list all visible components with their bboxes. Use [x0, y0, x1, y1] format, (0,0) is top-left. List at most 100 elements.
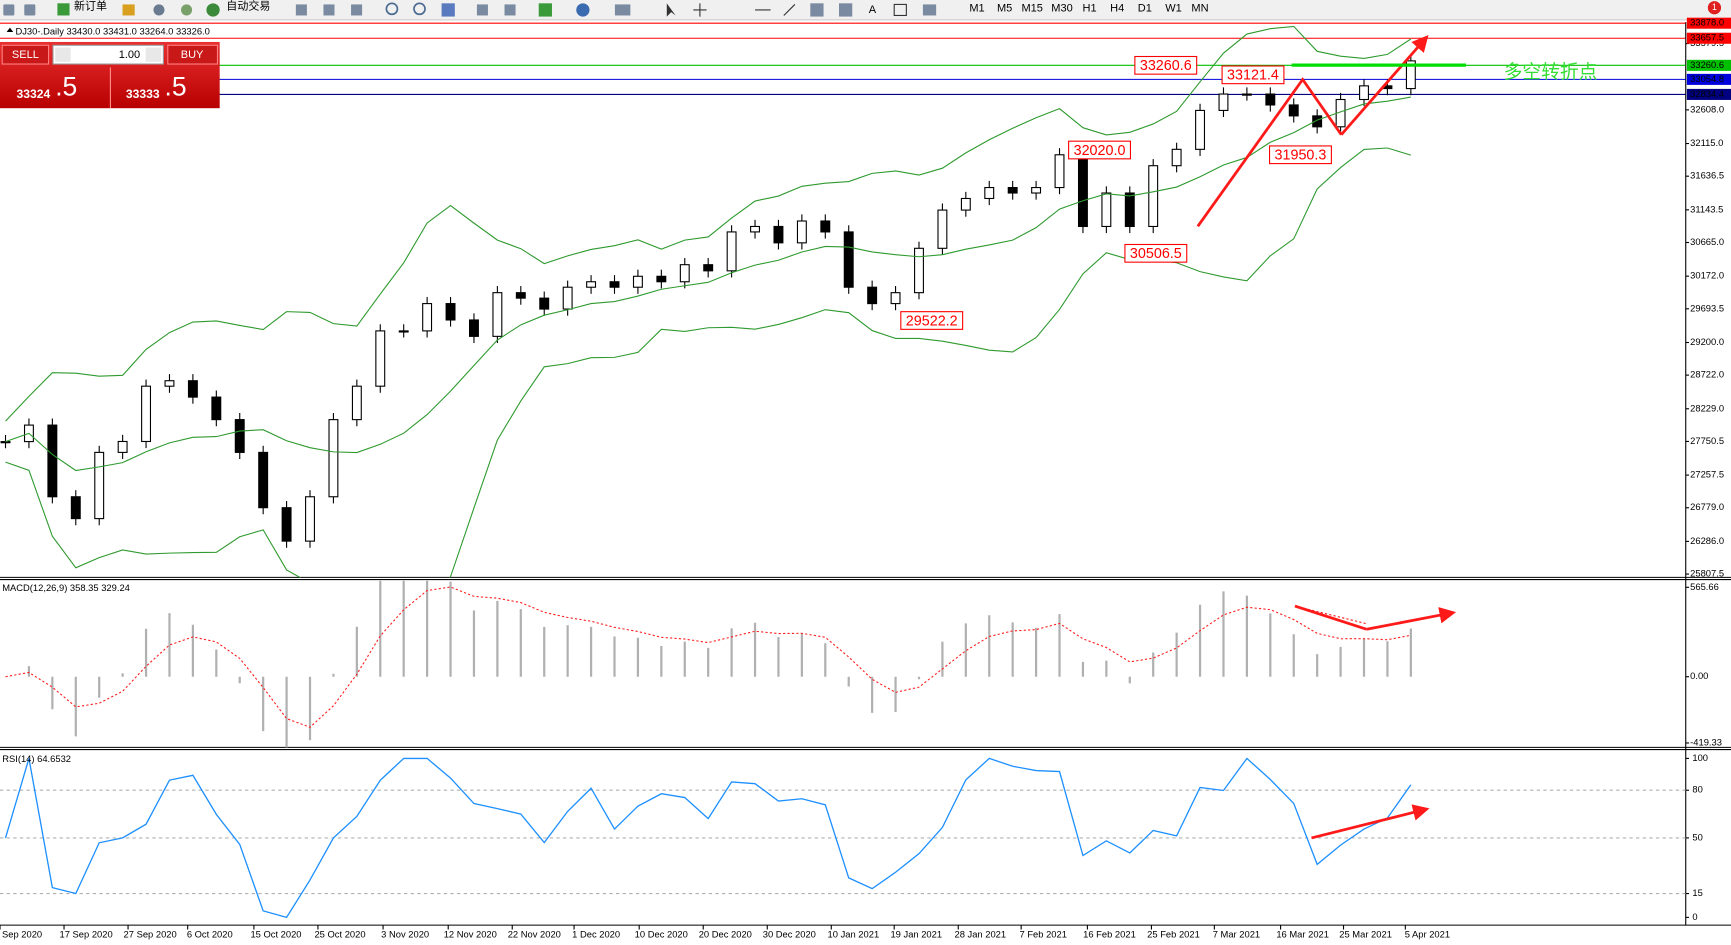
bid-main[interactable]: 33324 [17, 87, 51, 101]
candle [539, 297, 550, 310]
rsi-arrow [1311, 804, 1430, 840]
ask-main[interactable]: 33333 [126, 87, 160, 101]
auto-trading-button[interactable]: 自动交易 [226, 0, 270, 13]
candle [656, 275, 667, 283]
y-tick-label: 100 [1692, 753, 1708, 763]
price-annotation-box [1124, 243, 1188, 263]
x-tick-label: Sep 2020 [2, 930, 42, 940]
lots-up[interactable] [145, 47, 162, 62]
ask-frac[interactable]: .5 [164, 71, 186, 101]
x-tick-label: 16 Feb 2021 [1083, 930, 1136, 940]
price-annotation: 32020.0 [1074, 143, 1126, 159]
timeframe-button[interactable]: H4 [1110, 3, 1124, 15]
level-label: 33260.6 [1690, 60, 1724, 70]
candle [422, 303, 433, 332]
candle [211, 396, 222, 421]
sell-label: SELL [12, 49, 39, 61]
candle [632, 275, 643, 288]
price-annotation-box [1068, 140, 1132, 160]
alert-badge[interactable] [1707, 1, 1722, 15]
toolbar-icons [3, 2, 937, 17]
y-tick-label: 32115.0 [1690, 138, 1723, 148]
bid-frac[interactable]: .5 [55, 71, 77, 101]
x-tick-label: 16 Mar 2021 [1276, 930, 1329, 940]
candle [1124, 192, 1135, 228]
timeframe-button[interactable]: M15 [1021, 3, 1042, 15]
y-tick-label: 25807.5 [1690, 569, 1724, 579]
y-tick-label: 15 [1692, 888, 1702, 898]
y-tick-label: 80 [1692, 785, 1702, 795]
y-tick-label: 50 [1692, 832, 1702, 842]
candle [843, 231, 854, 288]
x-tick-label: 1 Dec 2020 [572, 930, 620, 940]
candle [1359, 85, 1369, 101]
trend-arrows [1196, 35, 1467, 840]
new-order-button[interactable]: 新订单 [74, 0, 107, 13]
price-annotation-box [1134, 55, 1198, 75]
timeframe-button[interactable]: M1 [969, 3, 984, 15]
y-tick-label: 0.00 [1690, 671, 1708, 681]
candle [984, 187, 995, 200]
price-annotation-box [1268, 145, 1332, 165]
candle [703, 264, 714, 272]
candle [726, 231, 737, 272]
y-tick-label: 27750.5 [1690, 436, 1724, 446]
candle [937, 209, 948, 249]
lots-down[interactable] [55, 47, 71, 62]
candle [890, 292, 901, 305]
candle [328, 419, 339, 498]
timeframe-button[interactable]: W1 [1165, 3, 1182, 15]
x-tick-label: 6 Oct 2020 [187, 930, 233, 940]
candle [1218, 93, 1229, 111]
level-tag [1686, 32, 1731, 44]
candle [187, 380, 198, 398]
y-tick-label: 0 [1692, 912, 1697, 922]
candle [820, 220, 831, 233]
price-annotation: 33121.4 [1227, 68, 1279, 84]
candle [94, 451, 105, 520]
candle [1077, 154, 1088, 228]
lots-input[interactable] [52, 44, 164, 65]
y-tick-label: 30172.0 [1690, 271, 1724, 281]
timeframe-button[interactable]: H1 [1083, 3, 1097, 15]
price-annotation: 30506.5 [1130, 246, 1182, 262]
level-label: 33054.8 [1690, 74, 1724, 84]
candle [281, 507, 292, 542]
rsi-label: RSI(14) 64.6532 [2, 754, 71, 764]
sell-button[interactable] [1, 44, 50, 65]
candle [258, 451, 269, 509]
candle [1101, 192, 1112, 228]
macd-signal [5, 586, 1411, 728]
macd-panel [5, 580, 1412, 748]
alert-count: 1 [1712, 2, 1717, 12]
x-tick-label: 22 Nov 2020 [508, 930, 561, 940]
candle [1054, 154, 1065, 189]
timeframe-button[interactable]: M30 [1051, 3, 1072, 15]
buy-button[interactable] [167, 44, 219, 65]
text-tool[interactable]: A [869, 4, 877, 16]
candle [1007, 187, 1018, 194]
timeframe-button[interactable]: M5 [997, 3, 1012, 15]
candle [796, 220, 807, 244]
price-annotation: 33260.6 [1140, 58, 1192, 74]
trend-arrow [1340, 35, 1429, 136]
y-tick-label: 26286.0 [1690, 536, 1724, 546]
price-annotation-box [900, 311, 964, 330]
candle [562, 286, 573, 310]
price-panel: 33260.6 33121.4 32020.0 31950.3 30506.5 29522… [0, 22, 1686, 578]
candle [1265, 93, 1276, 106]
x-tick-label: 27 Sep 2020 [124, 930, 177, 940]
macd-arrow [1366, 607, 1457, 631]
y-tick-label: 31143.5 [1690, 204, 1723, 214]
one-click-trading: SELL 1.00 BUY 33324 .5 33333 .5 [0, 41, 220, 109]
timeframe-button[interactable]: MN [1191, 3, 1208, 15]
timeframe-button[interactable]: D1 [1138, 3, 1152, 15]
bollinger-band [5, 96, 1411, 472]
candle [773, 225, 784, 244]
x-tick-label: 7 Feb 2021 [1020, 930, 1067, 940]
candle [1171, 148, 1182, 167]
y-tick-label: 28229.0 [1690, 403, 1724, 413]
y-tick-label: 29693.5 [1690, 303, 1724, 313]
